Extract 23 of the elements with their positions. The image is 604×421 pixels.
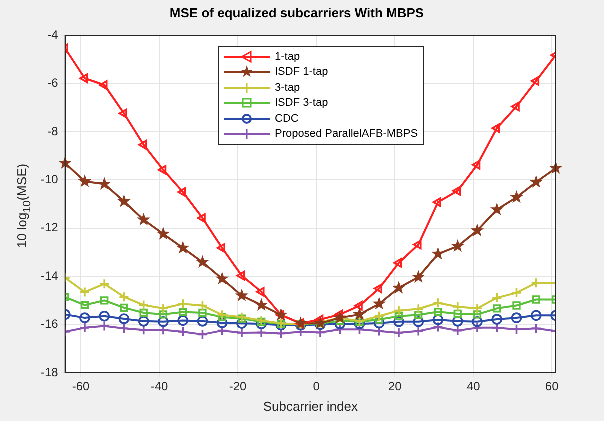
y-tick-label: -16	[41, 317, 59, 332]
x-tick-label: -20	[229, 380, 248, 394]
x-tick-label: 60	[545, 380, 560, 394]
legend-label: Proposed ParallelAFB-MBPS	[275, 128, 418, 140]
x-tick-label: 40	[466, 380, 481, 394]
y-tick-label: -6	[48, 76, 59, 90]
y-tick-label: -18	[41, 365, 59, 380]
chart-title: MSE of equalized subcarriers With MBPS	[170, 5, 424, 20]
y-tick-label: -14	[41, 268, 59, 283]
x-axis-title: Subcarrier index	[263, 398, 358, 414]
legend-label: 3-tap	[275, 82, 300, 94]
y-tick-label: -8	[48, 124, 59, 138]
x-tick-label: 20	[388, 380, 402, 394]
legend-label: ISDF 3-tap	[275, 97, 328, 110]
y-tick-label: -4	[48, 28, 59, 42]
x-tick-label: 0	[313, 380, 320, 394]
legend-label: CDC	[275, 112, 299, 125]
x-tick-label: -40	[150, 380, 169, 394]
x-tick-label: -60	[72, 380, 90, 394]
y-tick-label: -10	[41, 172, 59, 187]
y-tick-label: -12	[41, 220, 59, 235]
legend-label: ISDF 1-tap	[275, 66, 328, 78]
legend-label: 1-tap	[275, 50, 300, 63]
